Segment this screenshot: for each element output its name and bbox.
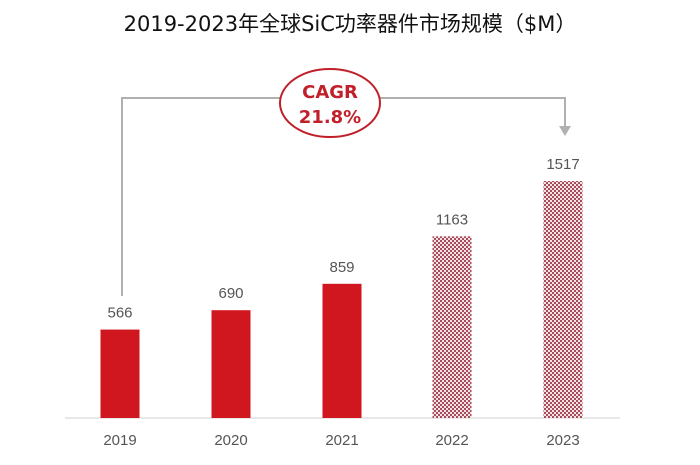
bar-2023: [543, 181, 583, 418]
data-label: 690: [218, 285, 243, 302]
x-tick-label: 2023: [546, 432, 579, 449]
data-label: 1517: [546, 156, 579, 173]
x-tick-label: 2022: [435, 432, 468, 449]
bar-2019: [100, 329, 140, 418]
cagr-label: CAGR: [302, 82, 358, 103]
cagr-ellipse: [279, 68, 381, 138]
chart-title: 2019-2023年全球SiC功率器件市场规模（$M）: [123, 12, 577, 36]
arrow-head-icon: [559, 126, 571, 136]
data-label: 1163: [436, 211, 468, 228]
data-label: 566: [107, 305, 132, 322]
bar-2022: [432, 236, 472, 418]
bar-2020: [211, 310, 251, 418]
data-label: 859: [329, 259, 354, 276]
cagr-value: 21.8%: [299, 107, 361, 128]
x-tick-label: 2021: [325, 432, 358, 449]
x-tick-label: 2019: [103, 432, 136, 449]
bar-2021: [322, 283, 362, 418]
x-tick-label: 2020: [214, 432, 247, 449]
